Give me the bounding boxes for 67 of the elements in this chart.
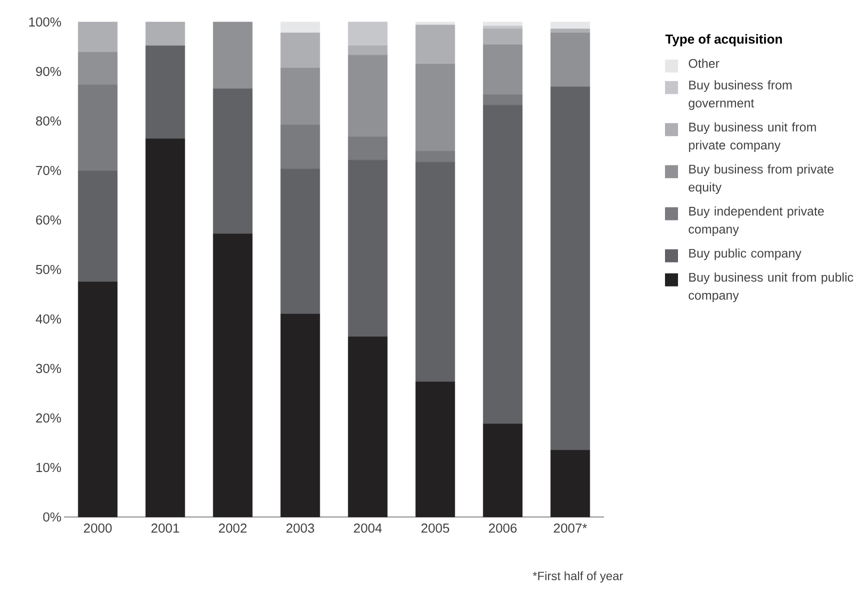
- y-tick-label: 60%: [36, 215, 62, 225]
- bar: [550, 22, 590, 30]
- y-tick-label: 70%: [36, 166, 62, 176]
- legend-label: Buy independent private company: [688, 206, 824, 236]
- bar: [280, 68, 320, 126]
- bar: [415, 382, 456, 518]
- y-tick-label: 20%: [36, 413, 62, 423]
- y-tick-label: 80%: [36, 116, 62, 126]
- bar: [280, 168, 320, 314]
- bar: [212, 234, 253, 518]
- y-tick-label: 50%: [36, 264, 62, 274]
- bar: [415, 162, 456, 382]
- bar: [280, 124, 320, 170]
- y-tick-label: 10%: [36, 462, 62, 472]
- legend-label: Other: [688, 58, 720, 68]
- y-tick-label: 100%: [29, 17, 62, 27]
- legend-label: Buy business unit from private company: [689, 122, 816, 152]
- bar: [550, 28, 590, 34]
- bar: [78, 22, 118, 52]
- bar: [212, 88, 253, 234]
- bar: [482, 28, 523, 45]
- bar: [348, 160, 388, 338]
- x-tick-label: 2007*: [554, 524, 588, 533]
- legend-label: Buy public company: [689, 248, 802, 260]
- bar: [348, 46, 388, 56]
- y-tick-label: 90%: [36, 66, 62, 76]
- bar: [482, 94, 523, 106]
- x-tick-label: 2005: [421, 524, 450, 533]
- bar: [145, 22, 186, 46]
- bar: [550, 450, 590, 518]
- bar: [482, 22, 523, 26]
- x-tick-label: 2001: [151, 524, 180, 533]
- bar: [348, 136, 388, 160]
- x-tick-label: 2000: [84, 524, 112, 533]
- bar: [482, 424, 523, 518]
- bar: [348, 22, 388, 46]
- y-tick-label: 0%: [43, 512, 62, 522]
- x-tick-label: 2006: [488, 524, 517, 533]
- bar: [280, 314, 320, 518]
- bar: [415, 64, 456, 152]
- x-tick-label: 2002: [218, 524, 247, 533]
- y-tick-label: 30%: [36, 364, 62, 374]
- bar: [348, 54, 388, 138]
- bar: [482, 104, 523, 424]
- bar: [212, 22, 253, 90]
- x-tick-label: 2003: [286, 524, 314, 533]
- y-tick-label: 40%: [36, 314, 62, 324]
- bar: [550, 86, 590, 450]
- bar: [280, 22, 320, 34]
- bar: [78, 84, 118, 172]
- bar: [78, 282, 118, 518]
- bar: [78, 52, 118, 86]
- bar: [348, 336, 388, 518]
- bar: [280, 32, 320, 68]
- bar: [145, 138, 186, 518]
- x-tick-label: 2004: [354, 524, 382, 533]
- bar: [415, 24, 456, 64]
- bar: [415, 150, 456, 162]
- bar: [78, 170, 118, 282]
- legend-label: Buy business from private equity: [688, 164, 834, 194]
- bar: [145, 46, 186, 140]
- legend-label: Buy business unit from public company: [688, 272, 854, 302]
- bar: [482, 44, 523, 95]
- text: *First half of year: [532, 571, 624, 583]
- legend-label: Buy business from government: [688, 80, 792, 110]
- legend-title: Type of acquisition: [665, 34, 782, 46]
- bar: [550, 32, 590, 88]
